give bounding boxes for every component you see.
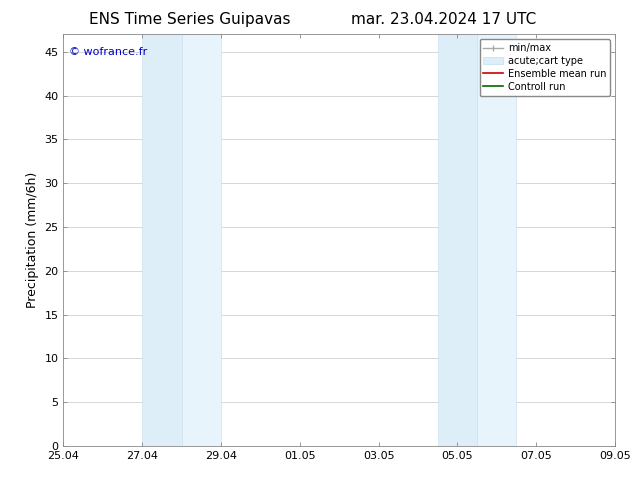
Y-axis label: Precipitation (mm/6h): Precipitation (mm/6h) — [26, 172, 39, 308]
Bar — [181, 34, 221, 446]
Bar — [477, 34, 517, 446]
Text: ENS Time Series Guipavas: ENS Time Series Guipavas — [89, 12, 291, 27]
Bar — [437, 34, 477, 446]
Text: © wofrance.fr: © wofrance.fr — [69, 47, 147, 57]
Bar — [142, 34, 181, 446]
Legend: min/max, acute;cart type, Ensemble mean run, Controll run: min/max, acute;cart type, Ensemble mean … — [479, 39, 610, 96]
Text: mar. 23.04.2024 17 UTC: mar. 23.04.2024 17 UTC — [351, 12, 536, 27]
